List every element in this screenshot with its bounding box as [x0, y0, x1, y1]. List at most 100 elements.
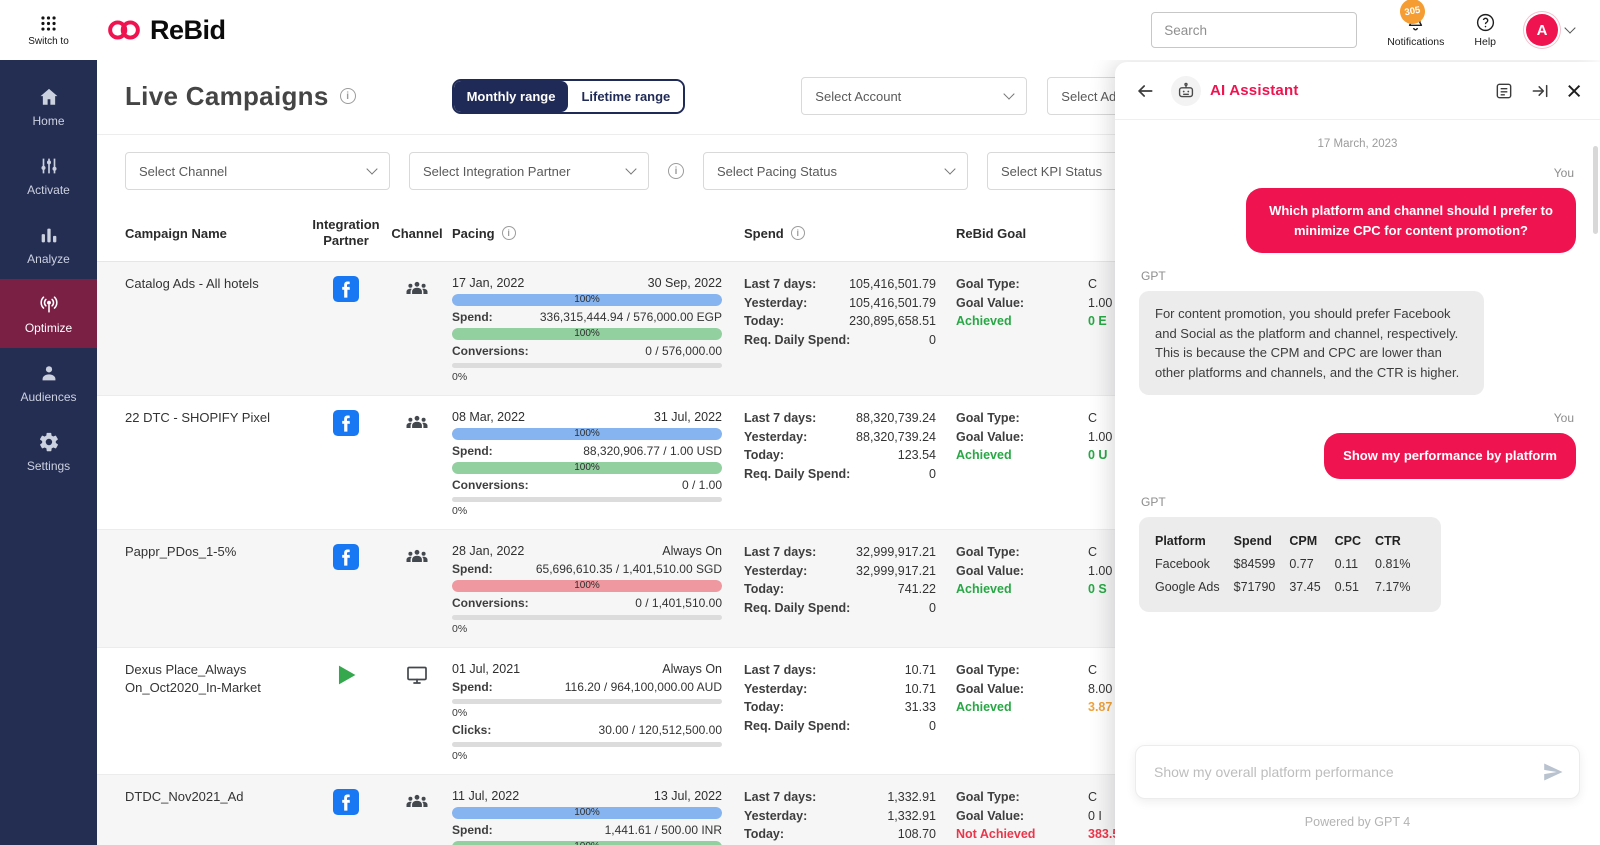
info-icon[interactable]	[668, 163, 684, 179]
pacing-metric-value: 336,315,444.94 / 576,000.00 EGP	[539, 310, 722, 324]
campaign-name: Dexus Place_Always On_Oct2020_In-Market	[125, 662, 261, 695]
table-row[interactable]: 22 DTC - SHOPIFY Pixel 08 Mar, 2022 31 Jul…	[97, 396, 1600, 530]
avatar: A	[1526, 14, 1558, 46]
pacing-metric-label: Spend:	[452, 562, 493, 576]
sidebar-nav: Home Activate Analyze Optimize Audiences Sett…	[0, 60, 97, 845]
goal-extra-value: 0 U	[1088, 448, 1108, 462]
info-icon[interactable]	[339, 88, 356, 104]
progress-bar	[452, 615, 722, 620]
goal-type-label: Goal Type:	[956, 545, 1020, 559]
pacing-metric-label: Conversions:	[452, 478, 529, 492]
progress-percent: 0%	[452, 505, 468, 517]
info-icon[interactable]	[790, 226, 805, 240]
spend-label: Today:	[744, 448, 785, 462]
sidebar-item-home[interactable]: Home	[0, 72, 97, 141]
pacing-metric-value: 0 / 1,401,510.00	[635, 596, 722, 610]
spend-value: 1,332.91	[887, 808, 936, 823]
goal-status: Achieved	[956, 314, 1012, 328]
progress-percent: 100%	[574, 328, 600, 339]
table-cell: Google Ads	[1155, 580, 1220, 594]
goal-status: Achieved	[956, 448, 1012, 462]
chat-scrollbar[interactable]	[1593, 146, 1598, 234]
spend-label: Today:	[744, 314, 785, 328]
ai-assistant-panel: AI Assistant 17 March, 2023 You Which pla…	[1115, 62, 1600, 845]
spend-label: Yesterday:	[744, 808, 808, 823]
user-menu[interactable]: A	[1526, 14, 1576, 46]
filter-select-channel[interactable]: Select Channel	[125, 152, 390, 190]
notifications-button[interactable]: 305 Notifications	[1387, 0, 1444, 48]
sidebar-item-optimize[interactable]: Optimize	[0, 279, 97, 348]
progress-percent: 100%	[574, 462, 600, 473]
pacing-metric-value: 65,696,610.35 / 1,401,510.00 SGD	[535, 562, 722, 576]
pacing-start-date: 17 Jan, 2022	[452, 276, 525, 290]
goal-value: 8.00 A	[1088, 681, 1124, 696]
goal-type-label: Goal Type:	[956, 411, 1020, 425]
sidebar-item-label: Settings	[26, 459, 71, 473]
chat-title: AI Assistant	[1210, 82, 1299, 99]
sidebar-item-analyze[interactable]: Analyze	[0, 210, 97, 279]
switch-to-button[interactable]: Switch to	[0, 14, 97, 47]
brand-logo[interactable]: ReBid	[103, 15, 226, 46]
chevron-down-icon	[1564, 22, 1576, 34]
goal-cell: Goal Type: C Goal Value: 1.00 S Achieved 0 S	[956, 543, 1196, 638]
range-tab-lifetime-range[interactable]: Lifetime range	[568, 80, 684, 112]
search-input[interactable]	[1151, 12, 1358, 48]
progress-bar: 100%	[452, 328, 722, 340]
table-cell: 37.45	[1289, 580, 1321, 594]
range-tab-monthly-range[interactable]: Monthly range	[453, 80, 569, 112]
filter-select-pacing-status[interactable]: Select Pacing Status	[703, 152, 968, 190]
goal-type-label: Goal Type:	[956, 663, 1020, 677]
pacing-end-date: Always On	[662, 544, 722, 558]
powered-by-label: Powered by GPT 4	[1304, 815, 1411, 829]
table-row: Facebook $84599 0.77 0.11 0.81%	[1155, 553, 1425, 576]
export-icon[interactable]	[1530, 81, 1550, 101]
progress-percent: 0%	[452, 750, 468, 762]
message-bubble: For content promotion, you should prefer…	[1139, 291, 1484, 395]
table-header: Campaign Name Integration Partner Channe…	[97, 205, 1600, 262]
pacing-metric-value: 30.00 / 120,512,500.00	[598, 723, 722, 737]
spend-label: Req. Daily Spend:	[744, 332, 851, 347]
chat-messages: 17 March, 2023 You Which platform and cha…	[1115, 120, 1600, 735]
progress-bar	[452, 363, 722, 368]
goal-type-value: C	[1088, 663, 1098, 677]
topbar: Switch to ReBid 305 Notifications Help A	[0, 0, 1600, 60]
spend-value: 108.70	[897, 827, 936, 841]
message-bubble: Show my performance by platform	[1324, 433, 1576, 479]
progress-percent: 100%	[574, 294, 600, 305]
table-row[interactable]: Dexus Place_Always On_Oct2020_In-Market 0…	[97, 648, 1600, 775]
spend-label: Req. Daily Spend:	[744, 718, 851, 733]
spend-value: 0	[929, 332, 936, 347]
sidebar-item-settings[interactable]: Settings	[0, 417, 97, 486]
pacing-metric-label: Conversions:	[452, 344, 529, 358]
back-icon[interactable]	[1135, 81, 1155, 101]
goal-type-value: C	[1088, 790, 1098, 804]
google-play-icon	[333, 662, 359, 765]
send-icon[interactable]	[1541, 760, 1565, 784]
table-cell: 0.11	[1334, 557, 1359, 572]
progress-bar: 100%	[452, 294, 722, 306]
info-icon[interactable]	[501, 226, 516, 240]
range-toggle: Monthly range Lifetime range	[451, 78, 686, 114]
chat-input[interactable]	[1154, 764, 1541, 780]
pacing-cell: 28 Jan, 2022 Always On Spend: 65,696,610.35…	[452, 543, 722, 638]
sidebar-item-audiences[interactable]: Audiences	[0, 348, 97, 417]
goal-value: 0 I	[1088, 808, 1102, 823]
notes-icon[interactable]	[1494, 81, 1514, 101]
close-icon[interactable]	[1566, 81, 1582, 101]
chat-message-group: GPT For content promotion, you should pre…	[1115, 269, 1600, 395]
select-account-dropdown[interactable]: Select Account	[801, 77, 1028, 115]
filter-select-integration-partner[interactable]: Select Integration Partner	[409, 152, 649, 190]
chevron-down-icon	[944, 163, 956, 175]
spend-label: Today:	[744, 827, 785, 841]
robot-avatar-icon	[1171, 75, 1201, 106]
pacing-end-date: 30 Sep, 2022	[647, 276, 722, 290]
sidebar-item-activate[interactable]: Activate	[0, 141, 97, 210]
message-bubble: Platform Spend CPM CPC CTR Facebook $84599 0.77…	[1139, 516, 1441, 612]
col-channel: Channel	[391, 225, 443, 241]
social-channel-icon	[405, 411, 429, 520]
pacing-metric-label: Spend:	[452, 823, 493, 837]
progress-percent: 100%	[452, 841, 722, 845]
table-cell: $84599	[1233, 557, 1276, 572]
spend-value: 105,416,501.79	[849, 277, 936, 291]
help-button[interactable]: Help	[1474, 12, 1496, 48]
